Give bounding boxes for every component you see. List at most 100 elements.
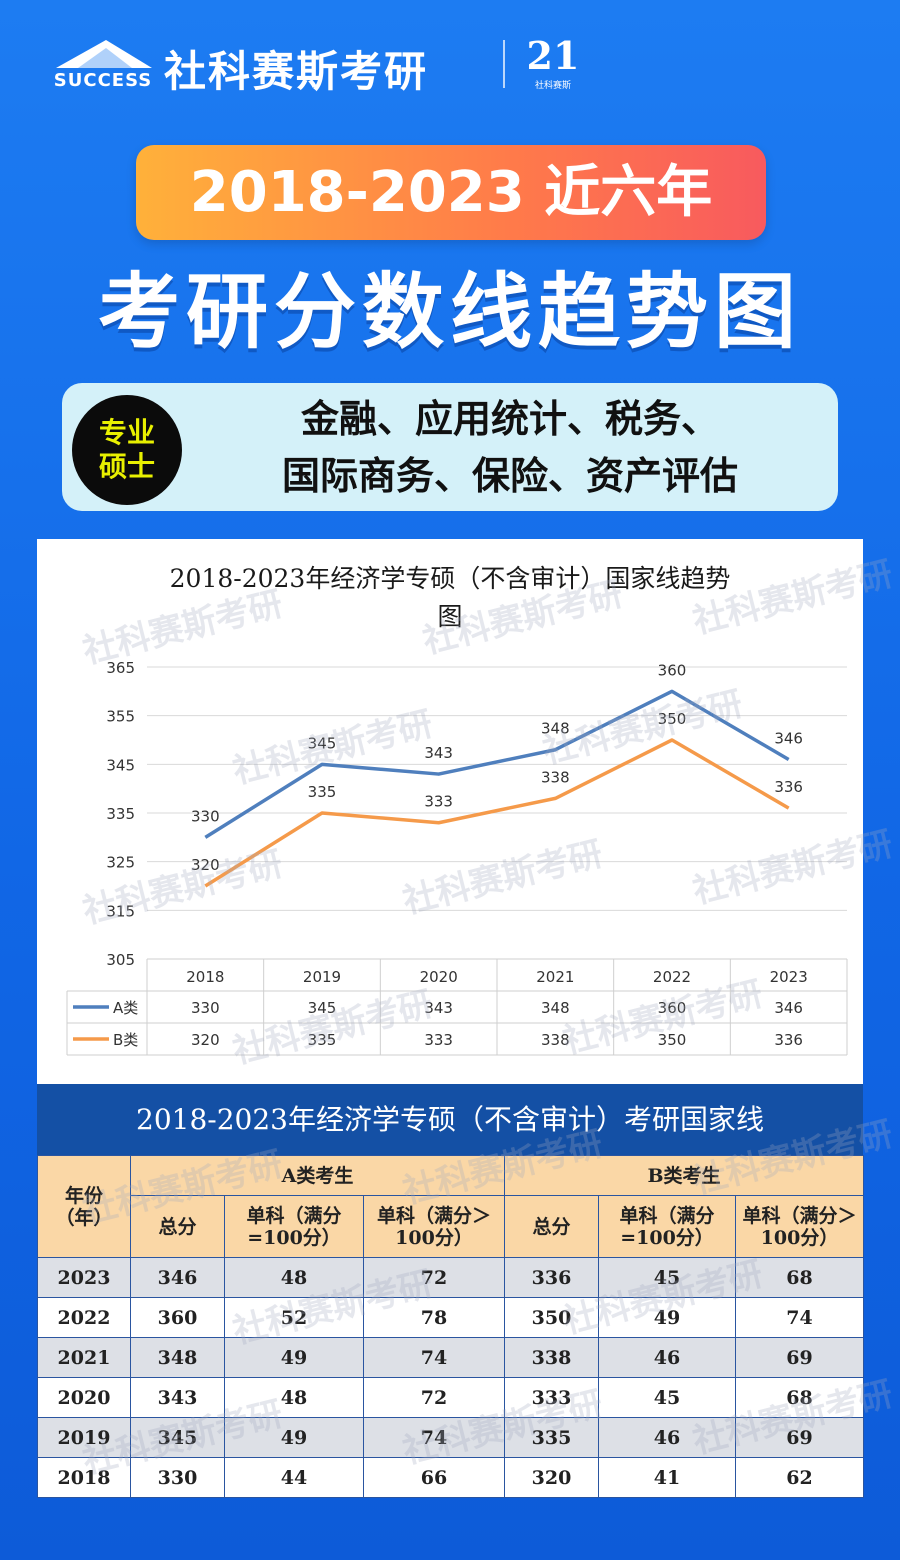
a-gt100-cell: 72 [363, 1377, 505, 1418]
legend-label: A类 [113, 999, 138, 1017]
data-label: 336 [774, 778, 803, 796]
y-tick-label: 335 [106, 805, 135, 823]
a-total-cell: 348 [130, 1337, 225, 1378]
data-label: 335 [308, 783, 337, 801]
year-cell: 2022 [37, 1297, 131, 1338]
table-value: 350 [658, 1031, 687, 1049]
x-tick-label: 2019 [303, 968, 341, 986]
y-tick-label: 345 [106, 756, 135, 774]
brand-name: 社科赛斯考研 [164, 47, 429, 96]
a-total-cell: 345 [130, 1417, 225, 1458]
y-tick-label: 365 [106, 659, 135, 677]
a-total-cell: 330 [130, 1457, 225, 1498]
badge-caption: 社科赛斯 [534, 81, 571, 91]
year-cell: 2023 [37, 1257, 131, 1298]
anniversary-badge: 21 社科赛斯 [518, 36, 588, 94]
legend-label: B类 [113, 1031, 138, 1049]
table-row: 2018 330 44 66 320 41 62 [37, 1457, 864, 1498]
data-label: 330 [191, 807, 220, 825]
page-title: 考研分数线趋势图 [97, 265, 802, 360]
degree-label-line1: 专业 [98, 416, 155, 449]
table-value: 335 [308, 1031, 337, 1049]
series-line-a [204, 689, 790, 839]
majors-panel [62, 383, 838, 511]
b-total-cell: 335 [504, 1417, 599, 1458]
table-row: 2019 345 49 74 335 46 69 [37, 1417, 864, 1458]
data-label: 360 [658, 661, 687, 679]
table-row: 2020 343 48 72 333 45 68 [37, 1377, 864, 1418]
b-100-header: 单科（满分=100分） [598, 1195, 736, 1258]
data-label: 350 [658, 710, 687, 728]
a-gt100-cell: 74 [363, 1417, 505, 1458]
table-value: 345 [308, 999, 337, 1017]
table-value: 343 [424, 999, 453, 1017]
degree-label-line2: 硕士 [98, 450, 155, 483]
chart-series: 330 345 343 348 360 346 320 335 333 338 350 336 [191, 661, 803, 888]
table-value: 320 [191, 1031, 220, 1049]
x-tick-label: 2018 [186, 968, 224, 986]
chart-gridlines [147, 666, 847, 960]
group-a-header: A类考生 [130, 1155, 505, 1196]
table-value: 348 [541, 999, 570, 1017]
b-gt100-cell: 68 [735, 1257, 864, 1298]
year-cell: 2019 [37, 1417, 131, 1458]
mountain-logo-icon [48, 34, 158, 90]
b-100-cell: 49 [598, 1297, 736, 1338]
table-value: 333 [424, 1031, 453, 1049]
brand-logo: SUCCESS 社科赛斯考研 21 社科赛斯 [48, 34, 608, 97]
data-label: 346 [774, 729, 803, 747]
a-100-cell: 49 [224, 1417, 364, 1458]
b-total-cell: 350 [504, 1297, 599, 1338]
a-100-cell: 49 [224, 1337, 364, 1378]
b-100-cell: 46 [598, 1417, 736, 1458]
series-line-b [204, 738, 790, 888]
a-100-cell: 48 [224, 1257, 364, 1298]
a-gt100-header: 单科（满分＞100分） [363, 1195, 505, 1258]
b-100-cell: 45 [598, 1377, 736, 1418]
chart-title-line1: 2018-2023年经济学专硕（不含审计）国家线趋势 [170, 564, 731, 593]
year-range-banner: 2018-2023 近六年 [136, 145, 766, 240]
table-value: 346 [774, 999, 803, 1017]
table-value: 360 [658, 999, 687, 1017]
group-b-header: B类考生 [504, 1155, 864, 1196]
year-cell: 2020 [37, 1377, 131, 1418]
b-gt100-cell: 69 [735, 1417, 864, 1458]
x-tick-label: 2020 [420, 968, 458, 986]
degree-type-badge: 专业 硕士 [72, 395, 182, 505]
chart-title-line2: 图 [437, 602, 462, 631]
table-row: 2023 346 48 72 336 45 68 [37, 1257, 864, 1298]
a-total-cell: 343 [130, 1377, 225, 1418]
table-value: 330 [191, 999, 220, 1017]
b-gt100-header: 单科（满分＞100分） [735, 1195, 864, 1258]
b-total-cell: 320 [504, 1457, 599, 1498]
score-table: 年份（年） A类考生 B类考生 总分 单科（满分=100分） 单科（满分＞100… [37, 1155, 864, 1498]
table-row: 2021 348 49 74 338 46 69 [37, 1337, 864, 1378]
b-total-cell: 336 [504, 1257, 599, 1298]
data-label: 333 [424, 793, 453, 811]
b-total-header: 总分 [504, 1195, 599, 1258]
badge-number: 21 [526, 33, 580, 78]
y-tick-label: 305 [106, 951, 135, 969]
table-row: 2022 360 52 78 350 49 74 [37, 1297, 864, 1338]
y-tick-label: 315 [106, 902, 135, 920]
logo-divider [503, 40, 505, 88]
x-tick-label: 2021 [536, 968, 574, 986]
data-label: 320 [191, 856, 220, 874]
trend-chart-card: 2018-2023年经济学专硕（不含审计）国家线趋势 图 305 315 325 33… [37, 539, 863, 1084]
a-gt100-cell: 74 [363, 1337, 505, 1378]
a-total-header: 总分 [130, 1195, 225, 1258]
a-100-cell: 48 [224, 1377, 364, 1418]
year-cell: 2018 [37, 1457, 131, 1498]
data-label: 348 [541, 720, 570, 738]
b-total-cell: 338 [504, 1337, 599, 1378]
b-100-cell: 46 [598, 1337, 736, 1378]
b-gt100-cell: 68 [735, 1377, 864, 1418]
majors-line1: 金融、应用统计、税务、 [300, 396, 719, 441]
trend-chart: 2018-2023年经济学专硕（不含审计）国家线趋势 图 305 315 325 33… [66, 564, 848, 1056]
data-label: 345 [308, 734, 337, 752]
table-value: 336 [774, 1031, 803, 1049]
majors-line2: 国际商务、保险、资产评估 [281, 453, 738, 498]
a-gt100-cell: 72 [363, 1257, 505, 1298]
table-value: 338 [541, 1031, 570, 1049]
a-100-cell: 52 [224, 1297, 364, 1338]
